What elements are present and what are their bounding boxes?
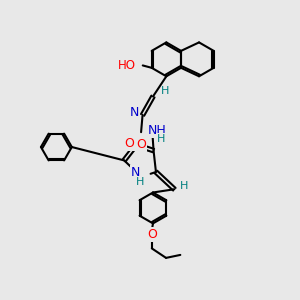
Text: NH: NH	[148, 124, 166, 137]
Text: H: H	[161, 86, 170, 96]
Text: HO: HO	[118, 59, 136, 72]
Text: H: H	[180, 181, 189, 191]
Text: O: O	[124, 137, 134, 150]
Text: N: N	[131, 166, 140, 179]
Text: H: H	[136, 177, 144, 187]
Text: H: H	[157, 134, 165, 144]
Text: N: N	[130, 106, 139, 119]
Text: O: O	[136, 138, 146, 151]
Text: O: O	[147, 228, 157, 241]
